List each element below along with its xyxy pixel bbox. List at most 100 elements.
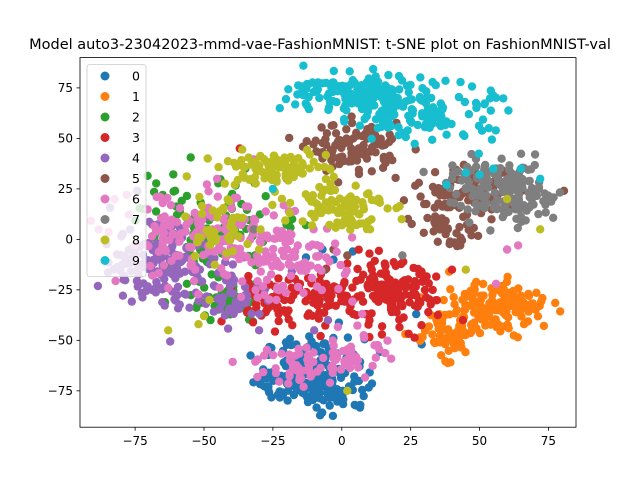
point-series-1 [437,351,446,360]
point-series-6 [212,174,222,183]
point-series-3 [370,293,379,302]
point-series-1 [498,322,507,331]
point-series-9 [491,93,501,103]
x-tick-label: −75 [122,434,147,448]
point-series-6 [309,348,318,357]
point-series-9 [428,135,437,144]
point-series-6 [196,220,205,230]
point-series-6 [299,382,308,391]
point-series-6 [235,244,245,253]
point-series-2 [151,207,161,216]
point-series-0 [283,396,292,405]
point-series-9 [355,121,365,130]
point-series-3 [417,267,426,276]
point-series-8 [298,161,308,170]
point-series-3 [422,293,431,302]
point-series-6 [253,277,262,286]
point-series-6 [269,244,278,254]
point-series-5 [334,136,343,145]
point-series-8 [298,169,307,178]
point-series-6 [293,282,303,292]
point-series-1 [461,331,470,340]
point-series-9 [491,126,500,135]
point-series-7 [456,201,466,211]
point-series-8 [301,190,310,199]
point-series-5 [347,112,356,121]
point-series-9 [427,93,436,103]
point-series-6 [360,373,370,382]
point-series-8 [244,153,253,162]
point-series-3 [315,308,324,317]
point-series-9 [420,122,430,132]
point-series-8 [222,248,231,258]
point-series-8 [231,162,241,171]
point-series-1 [477,315,486,324]
point-series-3 [432,272,441,281]
point-series-1 [533,312,543,321]
point-series-1 [487,299,497,308]
point-series-3 [343,259,352,268]
point-series-5 [455,222,464,232]
point-series-2 [207,270,216,279]
point-series-6 [259,367,268,377]
point-series-8 [219,203,228,213]
point-series-3 [411,282,420,291]
point-series-3 [348,283,357,292]
point-series-1 [435,331,445,341]
point-series-6 [204,187,213,196]
point-series-8 [206,240,215,250]
point-series-3 [370,275,379,284]
point-series-9 [275,104,284,113]
legend-marker [100,71,110,81]
point-series-7 [249,225,258,234]
point-series-4 [173,290,182,300]
point-series-7 [523,165,533,174]
point-series-6 [228,357,237,367]
legend-label: 2 [132,110,140,125]
y-tick-label: 0 [65,233,73,247]
legend-label: 9 [132,253,140,268]
point-series-9 [471,98,481,108]
y-tick-label: 50 [58,132,73,146]
point-series-5 [443,224,452,233]
point-series-3 [377,330,387,339]
x-tick-label: −25 [260,434,285,448]
legend-label: 1 [132,89,140,104]
legend-marker [100,194,110,204]
point-series-3 [284,306,293,315]
point-series-8 [319,206,328,215]
point-series-9 [416,73,425,82]
point-series-1 [446,285,455,294]
point-series-3 [389,258,398,267]
point-series-9 [394,131,403,140]
legend-marker [100,174,110,183]
point-series-3 [377,322,387,331]
point-series-8 [397,215,406,224]
point-series-3 [248,318,258,327]
legend-entry-4: 4 [100,151,140,166]
point-series-0 [367,379,377,388]
point-series-6 [325,257,334,266]
point-series-6 [336,365,346,374]
point-series-7 [467,184,477,193]
point-series-3 [374,246,384,255]
point-series-7 [521,216,530,225]
point-series-9 [407,118,416,127]
point-series-1 [470,281,479,290]
legend-entry-2: 2 [100,110,140,125]
point-series-5 [438,202,447,211]
point-series-4 [255,309,264,319]
point-series-0 [412,309,421,319]
point-series-8 [502,194,512,204]
point-series-4 [160,301,169,310]
chart-title: Model auto3-23042023-mmd-vae-FashionMNIS… [29,37,611,53]
point-series-7 [471,207,480,216]
point-series-0 [336,373,346,382]
point-series-9 [386,86,395,95]
point-series-6 [251,357,260,366]
point-series-1 [445,310,454,319]
point-series-4 [310,326,319,335]
point-series-6 [291,247,300,256]
point-series-3 [353,264,362,274]
point-series-8 [238,169,247,179]
